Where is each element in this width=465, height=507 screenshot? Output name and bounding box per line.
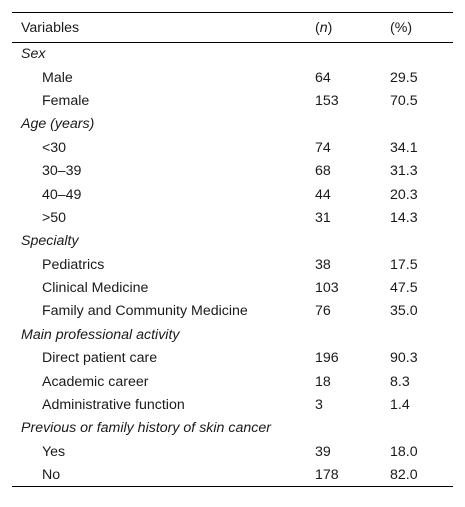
table-row: >50 31 14.3 <box>12 206 453 229</box>
row-count: 64 <box>315 69 331 86</box>
row-percent: 20.3 <box>390 186 418 203</box>
row-count: 31 <box>315 209 331 226</box>
group-label: Main professional activity <box>21 326 180 343</box>
table-row: Family and Community Medicine 76 35.0 <box>12 300 453 323</box>
group-label: Sex <box>21 46 46 63</box>
header-variables: Variables <box>12 12 306 43</box>
row-label: Academic career <box>42 373 149 390</box>
group-row: Age (years) <box>12 113 453 136</box>
row-percent: 82.0 <box>381 463 453 488</box>
row-count: 103 <box>315 280 339 297</box>
row-percent: 47.5 <box>390 280 418 297</box>
table-row: Female 153 70.5 <box>12 89 453 112</box>
table-row: Yes 39 18.0 <box>12 440 453 463</box>
row-percent: 1.4 <box>390 397 410 414</box>
table-row: 40–49 44 20.3 <box>12 183 453 206</box>
row-label: Clinical Medicine <box>42 280 149 297</box>
header-percent: (%) <box>381 12 453 43</box>
row-label: <30 <box>42 139 67 156</box>
table-row: Administrative function 3 1.4 <box>12 393 453 416</box>
row-label: Male <box>42 69 73 86</box>
row-percent: 14.3 <box>390 209 418 226</box>
header-row: Variables (n) (%) <box>12 12 453 43</box>
demographics-table-container: Variables (n) (%) Sex Male 64 29.5 Female 153… <box>12 12 453 488</box>
table-body: Sex Male 64 29.5 Female 153 70.5 Age (years) <30… <box>12 43 453 488</box>
table-header: Variables (n) (%) <box>12 12 453 43</box>
row-count: 38 <box>315 256 331 273</box>
row-count: 3 <box>315 397 323 414</box>
row-count: 153 <box>315 92 339 109</box>
table-row: Direct patient care 196 90.3 <box>12 347 453 370</box>
group-label: Specialty <box>21 233 79 250</box>
row-percent: 34.1 <box>390 139 418 156</box>
row-percent: 90.3 <box>390 350 418 367</box>
row-count: 76 <box>315 303 331 320</box>
row-label: No <box>12 463 306 488</box>
table-row: Academic career 18 8.3 <box>12 370 453 393</box>
row-count: 44 <box>315 186 331 203</box>
row-count: 178 <box>306 463 381 488</box>
row-label: Family and Community Medicine <box>42 303 248 320</box>
table-row: Pediatrics 38 17.5 <box>12 253 453 276</box>
table-row: No 178 82.0 <box>12 463 453 488</box>
row-label: Direct patient care <box>42 350 158 367</box>
row-percent: 17.5 <box>390 256 418 273</box>
row-count: 18 <box>315 373 331 390</box>
header-n-close: ) <box>327 19 333 36</box>
row-percent: 31.3 <box>390 163 418 180</box>
row-percent: 70.5 <box>390 92 418 109</box>
header-n-letter: n <box>319 19 328 36</box>
header-n-open: ( <box>315 19 320 36</box>
row-percent: 29.5 <box>390 69 418 86</box>
group-row: Specialty <box>12 230 453 253</box>
row-label: 30–39 <box>42 163 82 180</box>
row-count: 39 <box>315 443 331 460</box>
table-row: Clinical Medicine 103 47.5 <box>12 276 453 299</box>
row-label: Female <box>42 92 90 109</box>
group-row: Previous or family history of skin cance… <box>12 417 453 440</box>
row-label: Pediatrics <box>42 256 105 273</box>
table-row: Male 64 29.5 <box>12 66 453 89</box>
row-label: Yes <box>42 443 66 460</box>
row-label: >50 <box>42 209 67 226</box>
row-percent: 35.0 <box>390 303 418 320</box>
group-label: Age (years) <box>21 116 95 133</box>
header-n: (n) <box>306 12 381 43</box>
row-label: Administrative function <box>42 397 185 414</box>
table-row: <30 74 34.1 <box>12 136 453 159</box>
row-label: 40–49 <box>42 186 82 203</box>
group-row: Sex <box>12 43 453 66</box>
row-percent: 8.3 <box>390 373 410 390</box>
table-row: 30–39 68 31.3 <box>12 159 453 182</box>
group-label: Previous or family history of skin cance… <box>21 420 271 437</box>
row-count: 196 <box>315 350 339 367</box>
row-count: 68 <box>315 163 331 180</box>
group-row: Main professional activity <box>12 323 453 346</box>
demographics-table: Variables (n) (%) Sex Male 64 29.5 Female 153… <box>12 12 453 488</box>
row-percent: 18.0 <box>390 443 418 460</box>
row-count: 74 <box>315 139 331 156</box>
